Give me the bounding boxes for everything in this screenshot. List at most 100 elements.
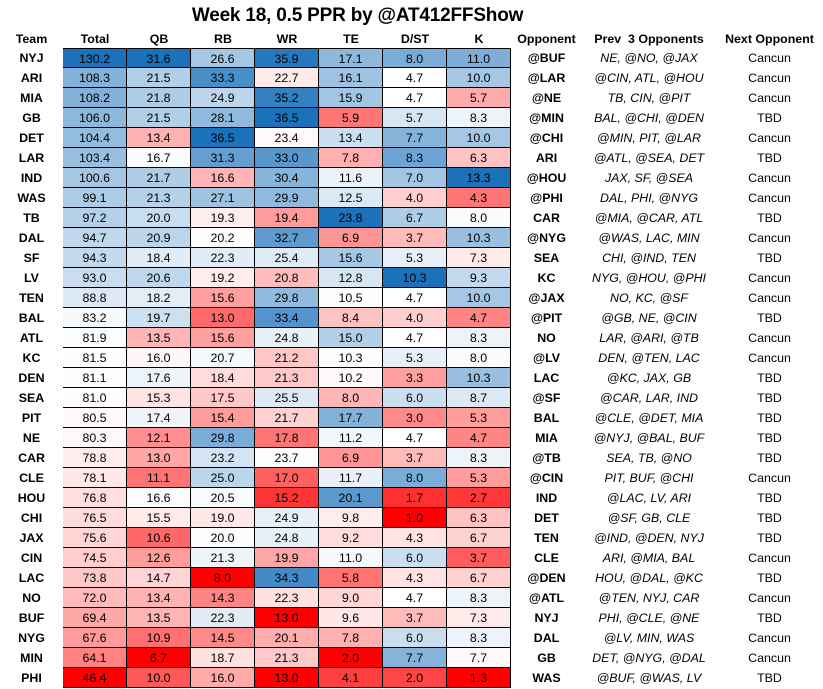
prev-opponents-cell: @WAS, LAC, MIN	[598, 231, 700, 245]
k-score-cell: 8.7	[447, 388, 511, 408]
table-row: CLE 78.1 11.1 25.0 17.0 11.7 8.0 5.3 @CIN PIT, BU…	[0, 468, 823, 488]
next-opponent-cell: Cancun	[748, 471, 791, 485]
column-header-prev-3-opponents: Prev 3 Opponents	[594, 32, 704, 46]
rb-score-cell: 20.5	[191, 488, 255, 508]
rb-score-cell: 33.3	[191, 68, 255, 88]
k-score-cell: 5.3	[447, 468, 511, 488]
qb-score-cell: 13.0	[127, 448, 191, 468]
dst-score-cell: 3.7	[383, 448, 447, 468]
opponent-cell: NO	[537, 331, 556, 345]
team-cell: LAC	[18, 571, 45, 585]
te-score-cell: 17.1	[319, 48, 383, 68]
qb-score-cell: 21.3	[127, 188, 191, 208]
prev-opponents-cell: TB, CIN, @PIT	[607, 91, 691, 105]
opponent-cell: WAS	[532, 671, 561, 685]
opponent-cell: @NYG	[527, 231, 566, 245]
team-cell: JAX	[19, 531, 44, 545]
next-opponent-cell: Cancun	[748, 91, 791, 105]
team-cell: GB	[22, 111, 41, 125]
dst-score-cell: 4.7	[383, 288, 447, 308]
qb-score-cell: 21.5	[127, 68, 191, 88]
table-row: SEA 81.0 15.3 17.5 25.5 8.0 6.0 8.7 @SF @CAR, LAR…	[0, 388, 823, 408]
column-header-wr: WR	[276, 32, 298, 46]
rb-score-cell: 20.7	[191, 348, 255, 368]
opponent-cell: @PHI	[530, 191, 563, 205]
k-score-cell: 6.3	[447, 148, 511, 168]
team-cell: KC	[22, 351, 41, 365]
wr-score-cell: 25.5	[255, 388, 319, 408]
page-title: Week 18, 0.5 PPR by @AT412FFShow	[191, 5, 524, 26]
dst-score-cell: 2.0	[383, 668, 447, 688]
next-opponent-cell: TBD	[757, 391, 782, 405]
rb-score-cell: 16.0	[191, 668, 255, 688]
rb-score-cell: 14.3	[191, 588, 255, 608]
wr-score-cell: 23.7	[255, 448, 319, 468]
te-score-cell: 7.8	[319, 628, 383, 648]
dst-score-cell: 5.3	[383, 248, 447, 268]
prev-opponents-cell: JAX, SF, @SEA	[604, 171, 694, 185]
table-row: MIA 108.2 21.8 24.9 35.2 15.9 4.7 5.7 @NE TB, CIN…	[0, 88, 823, 108]
next-opponent-cell: Cancun	[748, 231, 791, 245]
wr-score-cell: 23.4	[255, 128, 319, 148]
wr-score-cell: 19.9	[255, 548, 319, 568]
te-score-cell: 9.8	[319, 508, 383, 528]
prev-opponents-cell: @ATL, @SEA, DET	[593, 151, 705, 165]
k-score-cell: 10.3	[447, 228, 511, 248]
next-opponent-cell: TBD	[757, 111, 782, 125]
dst-score-cell: 8.3	[383, 148, 447, 168]
wr-score-cell: 32.7	[255, 228, 319, 248]
total-score-cell: 81.5	[63, 348, 127, 368]
next-opponent-cell: TBD	[757, 491, 782, 505]
next-opponent-cell: Cancun	[748, 71, 791, 85]
rb-score-cell: 13.0	[191, 308, 255, 328]
team-cell: LV	[24, 271, 39, 285]
next-opponent-cell: TBD	[757, 611, 782, 625]
wr-score-cell: 34.3	[255, 568, 319, 588]
te-score-cell: 11.0	[319, 548, 383, 568]
prev-opponents-cell: @SF, GB, CLE	[607, 511, 691, 525]
next-opponent-cell: TBD	[757, 671, 782, 685]
rb-score-cell: 20.0	[191, 528, 255, 548]
te-score-cell: 9.6	[319, 608, 383, 628]
total-score-cell: 78.8	[63, 448, 127, 468]
table-row: CHI 76.5 15.5 19.0 24.9 9.8 1.0 6.3 DET @SF, GB, …	[0, 508, 823, 528]
total-score-cell: 93.0	[63, 268, 127, 288]
dst-score-cell: 1.0	[383, 508, 447, 528]
total-score-cell: 67.6	[63, 628, 127, 648]
team-cell: NYJ	[19, 51, 44, 65]
opponent-cell: @LV	[533, 351, 560, 365]
wr-score-cell: 30.4	[255, 168, 319, 188]
qb-score-cell: 15.3	[127, 388, 191, 408]
te-score-cell: 4.1	[319, 668, 383, 688]
k-score-cell: 8.3	[447, 448, 511, 468]
te-score-cell: 10.2	[319, 368, 383, 388]
next-opponent-cell: Cancun	[748, 51, 791, 65]
wr-score-cell: 21.3	[255, 368, 319, 388]
k-score-cell: 10.0	[447, 288, 511, 308]
table-row: BUF 69.4 13.5 22.3 13.0 9.6 3.7 7.3 NYJ PHI, @CLE…	[0, 608, 823, 628]
team-cell: SF	[23, 251, 40, 265]
te-score-cell: 11.6	[319, 168, 383, 188]
next-opponent-cell: Cancun	[748, 651, 791, 665]
rb-score-cell: 24.9	[191, 88, 255, 108]
opponent-cell: @NE	[531, 91, 562, 105]
te-score-cell: 11.2	[319, 428, 383, 448]
k-score-cell: 7.7	[447, 648, 511, 668]
k-score-cell: 7.3	[447, 608, 511, 628]
te-score-cell: 12.5	[319, 188, 383, 208]
total-score-cell: 73.8	[63, 568, 127, 588]
column-header-opponent: Opponent	[517, 32, 576, 46]
wr-score-cell: 25.4	[255, 248, 319, 268]
total-score-cell: 130.2	[63, 48, 127, 68]
next-opponent-cell: Cancun	[748, 271, 791, 285]
total-score-cell: 94.3	[63, 248, 127, 268]
rb-score-cell: 21.3	[191, 548, 255, 568]
wr-score-cell: 13.0	[255, 668, 319, 688]
qb-score-cell: 14.7	[127, 568, 191, 588]
dst-score-cell: 6.0	[383, 388, 447, 408]
wr-score-cell: 19.4	[255, 208, 319, 228]
wr-score-cell: 29.8	[255, 288, 319, 308]
total-score-cell: 108.2	[63, 88, 127, 108]
opponent-cell: CLE	[534, 551, 559, 565]
next-opponent-cell: TBD	[757, 411, 782, 425]
